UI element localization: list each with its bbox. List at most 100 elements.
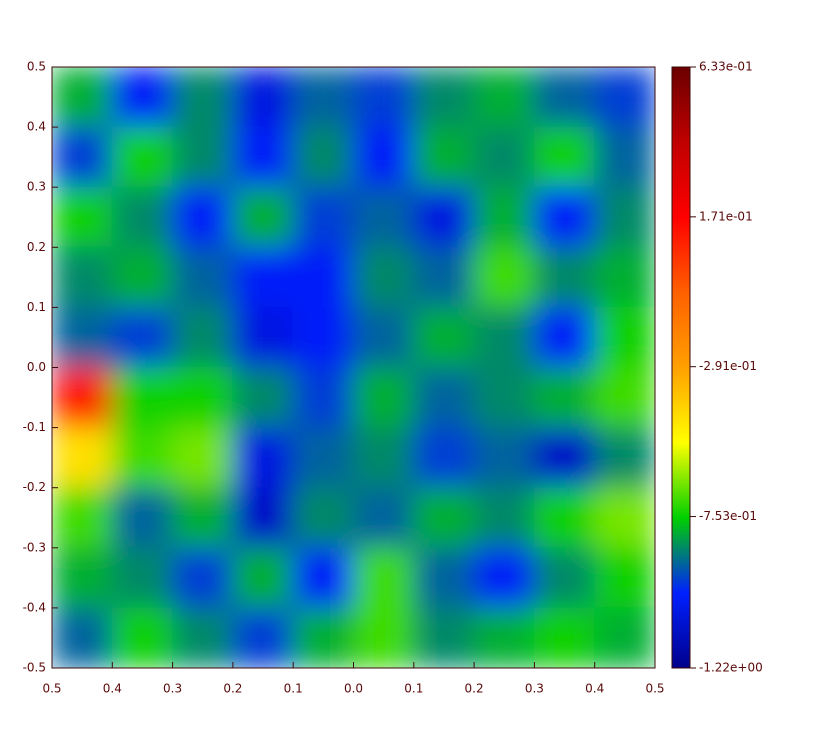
- heatmap-cell: [594, 427, 655, 489]
- heatmap-cell: [413, 487, 475, 549]
- heatmap-cell: [473, 126, 535, 188]
- heatmap-cell: [52, 427, 113, 489]
- x-tick-label: 0.3: [525, 682, 544, 696]
- heatmap-cell: [533, 246, 596, 308]
- heatmap-cell: [533, 186, 596, 248]
- heatmap-cell: [594, 607, 655, 668]
- heatmap-cell: [353, 607, 415, 668]
- heatmap-cell: [52, 126, 113, 188]
- heatmap-cell: [473, 67, 535, 128]
- heatmap-cell: [172, 126, 234, 188]
- x-tick-label: 0.1: [284, 682, 303, 696]
- colorbar-tick-label: 1.71e-01: [699, 209, 753, 223]
- y-tick-label: -0.4: [23, 600, 46, 614]
- heatmap-cell: [353, 306, 415, 368]
- heatmap-cell: [473, 427, 535, 489]
- heatmap: [52, 67, 655, 668]
- heatmap-cell: [172, 306, 234, 368]
- x-tick-label: 0.4: [585, 682, 604, 696]
- heatmap-cell: [292, 246, 354, 308]
- heatmap-cell: [111, 67, 174, 128]
- heatmap-cell: [473, 306, 535, 368]
- heatmap-cell: [52, 487, 113, 549]
- heatmap-cell: [533, 487, 596, 549]
- heatmap-cell: [52, 67, 113, 128]
- heatmap-cell: [52, 186, 113, 248]
- y-tick-label: -0.3: [23, 540, 46, 554]
- heatmap-cell: [594, 246, 655, 308]
- heatmap-cell: [353, 246, 415, 308]
- heatmap-cell: [533, 367, 596, 429]
- heatmap-cell: [353, 186, 415, 248]
- heatmap-cell: [353, 67, 415, 128]
- colorbar-tick-label: -1.22e+00: [699, 661, 763, 675]
- colorbar-tick-label: -2.91e-01: [699, 359, 757, 373]
- y-tick-label: -0.1: [23, 420, 46, 434]
- colorbar-tick-label: 6.33e-01: [699, 60, 753, 74]
- heatmap-cell: [232, 547, 294, 609]
- heatmap-cells: [52, 67, 655, 668]
- heatmap-cell: [232, 67, 294, 128]
- heatmap-cell: [111, 246, 174, 308]
- heatmap-cell: [52, 547, 113, 609]
- heatmap-cell: [473, 186, 535, 248]
- heatmap-cell: [533, 547, 596, 609]
- heatmap-cell: [172, 246, 234, 308]
- heatmap-cell: [292, 186, 354, 248]
- heatmap-cell: [111, 367, 174, 429]
- heatmap-cell: [353, 427, 415, 489]
- y-tick-label: -0.5: [23, 661, 46, 675]
- x-tick-label: 0.2: [465, 682, 484, 696]
- heatmap-cell: [52, 367, 113, 429]
- heatmap-cell: [594, 67, 655, 128]
- heatmap-cell: [533, 607, 596, 668]
- heatmap-cell: [594, 126, 655, 188]
- heatmap-cell: [172, 427, 234, 489]
- heatmap-cell: [111, 487, 174, 549]
- heatmap-cell: [353, 367, 415, 429]
- heatmap-cell: [232, 246, 294, 308]
- heatmap-cell: [52, 306, 113, 368]
- heatmap-cell: [413, 246, 475, 308]
- heatmap-cell: [413, 427, 475, 489]
- heatmap-cell: [353, 547, 415, 609]
- x-tick-label: 0.2: [223, 682, 242, 696]
- heatmap-cell: [473, 367, 535, 429]
- heatmap-cell: [111, 126, 174, 188]
- heatmap-cell: [353, 487, 415, 549]
- heatmap-cell: [594, 547, 655, 609]
- heatmap-cell: [232, 487, 294, 549]
- heatmap-cell: [172, 547, 234, 609]
- heatmap-cell: [533, 126, 596, 188]
- heatmap-cell: [292, 367, 354, 429]
- heatmap-cell: [413, 367, 475, 429]
- heatmap-cell: [533, 306, 596, 368]
- heatmap-cell: [111, 607, 174, 668]
- y-tick-label: 0.1: [27, 300, 46, 314]
- heatmap-cell: [292, 306, 354, 368]
- heatmap-cell: [232, 126, 294, 188]
- heatmap-cell: [413, 306, 475, 368]
- x-tick-label: 0.4: [103, 682, 122, 696]
- heatmap-cell: [232, 607, 294, 668]
- heatmap-cell: [111, 186, 174, 248]
- heatmap-cell: [292, 547, 354, 609]
- heatmap-cell: [52, 246, 113, 308]
- heatmap-cell: [111, 547, 174, 609]
- y-tick-label: 0.2: [27, 240, 46, 254]
- heatmap-cell: [292, 126, 354, 188]
- y-tick-label: 0.0: [27, 360, 46, 374]
- y-tick-label: 0.4: [27, 120, 46, 134]
- colorbar: [671, 66, 691, 669]
- heatmap-cell: [232, 306, 294, 368]
- x-tick-label: 0.5: [42, 682, 61, 696]
- heatmap-cell: [594, 487, 655, 549]
- heatmap-cell: [172, 186, 234, 248]
- x-tick-label: 0.0: [344, 682, 363, 696]
- heatmap-cell: [473, 607, 535, 668]
- heatmap-cell: [413, 607, 475, 668]
- heatmap-cell: [413, 126, 475, 188]
- heatmap-cell: [232, 367, 294, 429]
